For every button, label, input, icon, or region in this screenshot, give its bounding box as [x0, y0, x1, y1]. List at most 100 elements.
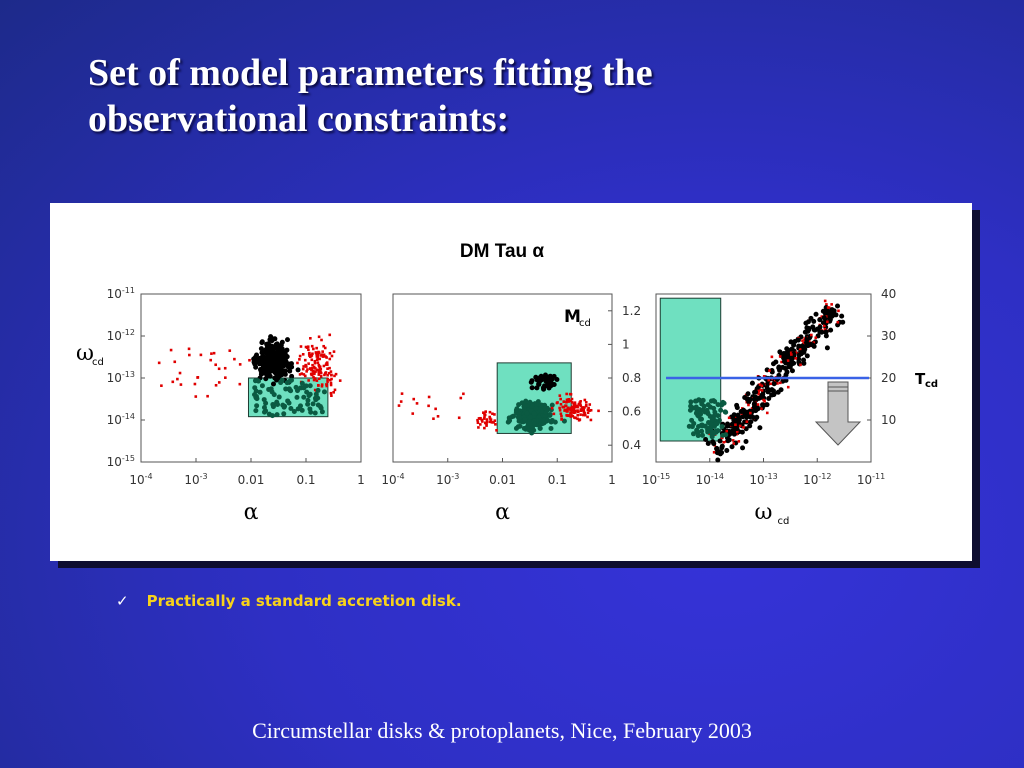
- data-point-black: [801, 357, 807, 363]
- data-point-accepted: [294, 388, 300, 394]
- data-point-accepted: [252, 385, 258, 391]
- x-tick-label: 10-4: [381, 472, 404, 487]
- data-point-accepted: [507, 418, 513, 424]
- data-point-red: [812, 341, 816, 344]
- y-axis-label-omega-sub: cd: [92, 357, 104, 368]
- data-point-red: [397, 404, 401, 407]
- data-point-black: [729, 421, 735, 427]
- data-point-red: [572, 403, 576, 407]
- data-point-black: [736, 416, 742, 422]
- data-point-red: [577, 418, 581, 422]
- data-point-black: [253, 364, 259, 370]
- data-point-red: [779, 381, 782, 385]
- down-arrow-icon: [814, 381, 862, 446]
- data-point-black: [256, 358, 262, 364]
- data-point-accepted: [522, 402, 528, 408]
- data-point-red: [567, 397, 571, 401]
- data-point-red: [802, 341, 806, 345]
- data-point-black: [260, 353, 266, 359]
- data-point-red: [558, 406, 561, 410]
- data-point-red: [757, 389, 760, 393]
- y-axis-label-omega: ω: [76, 341, 94, 366]
- data-point-black: [823, 333, 829, 339]
- data-point-accepted: [513, 407, 519, 413]
- data-point-black: [745, 391, 751, 397]
- x-tick-label: 10-11: [857, 472, 885, 487]
- data-point-red: [485, 418, 489, 421]
- data-point-accepted: [261, 409, 267, 415]
- data-point-red: [329, 383, 333, 387]
- data-point-red: [587, 406, 590, 410]
- data-point-black: [802, 329, 808, 335]
- data-point-black: [821, 315, 827, 321]
- data-point-red: [432, 417, 435, 421]
- data-point-red: [248, 358, 251, 362]
- data-point-red: [311, 363, 314, 367]
- data-point-red: [415, 402, 419, 405]
- data-point-red: [760, 407, 763, 410]
- data-point-accepted: [303, 383, 309, 389]
- data-point-red: [328, 366, 331, 370]
- slide-title-line-1: Set of model parameters fitting the: [88, 52, 653, 94]
- data-point-red: [556, 401, 559, 404]
- data-point-red: [588, 403, 592, 406]
- data-point-red: [312, 347, 315, 351]
- data-point-red: [778, 355, 782, 358]
- data-point-red: [326, 380, 329, 383]
- data-point-red: [317, 384, 320, 387]
- data-point-accepted: [315, 395, 321, 401]
- data-point-black: [711, 441, 717, 447]
- data-point-red: [314, 351, 318, 354]
- data-point-accepted: [313, 391, 319, 397]
- data-point-black: [743, 426, 749, 432]
- data-point-red: [324, 371, 328, 374]
- data-point-accepted: [689, 417, 695, 423]
- data-point-black: [820, 308, 826, 314]
- data-point-red: [586, 408, 590, 412]
- data-point-red: [301, 353, 305, 356]
- data-point-red: [315, 346, 318, 350]
- data-point-accepted: [719, 424, 725, 430]
- data-point-red: [217, 381, 221, 384]
- data-point-red: [576, 409, 579, 412]
- data-point-red: [559, 397, 562, 401]
- data-point-black: [716, 449, 722, 455]
- data-point-red: [312, 365, 316, 369]
- data-point-red: [566, 410, 569, 413]
- data-point-accepted: [531, 411, 537, 417]
- data-point-accepted: [301, 394, 307, 400]
- data-point-red: [790, 353, 793, 356]
- data-point-red: [589, 418, 593, 422]
- data-point-red: [732, 442, 735, 445]
- data-point-red: [489, 418, 493, 421]
- data-point-accepted: [527, 421, 533, 427]
- data-point-red: [319, 354, 323, 357]
- data-point-red: [725, 429, 729, 433]
- data-point-red: [559, 402, 563, 406]
- data-point-black: [742, 410, 748, 416]
- data-point-black: [295, 367, 301, 373]
- data-point-accepted: [693, 398, 699, 404]
- data-point-red: [300, 372, 304, 375]
- data-point-black: [554, 376, 560, 382]
- bullet-text: Practically a standard accretion disk.: [146, 592, 462, 610]
- data-point-red: [238, 382, 242, 386]
- data-point-accepted: [527, 399, 533, 405]
- data-point-red: [742, 426, 745, 429]
- data-point-black: [751, 404, 757, 410]
- data-point-red: [769, 382, 772, 386]
- data-point-red: [571, 414, 575, 418]
- data-point-red: [322, 344, 325, 348]
- data-point-red: [799, 363, 802, 367]
- data-point-red: [318, 357, 322, 361]
- data-point-red: [298, 373, 302, 376]
- data-point-red: [333, 374, 336, 378]
- data-point-red: [780, 360, 783, 364]
- data-point-accepted: [257, 389, 263, 395]
- data-point-accepted: [549, 417, 555, 423]
- data-point-black: [261, 368, 267, 374]
- data-point-red: [493, 413, 496, 416]
- checkmark-icon: ✓: [116, 592, 129, 610]
- data-point-black: [773, 359, 779, 365]
- data-point-accepted: [521, 407, 527, 413]
